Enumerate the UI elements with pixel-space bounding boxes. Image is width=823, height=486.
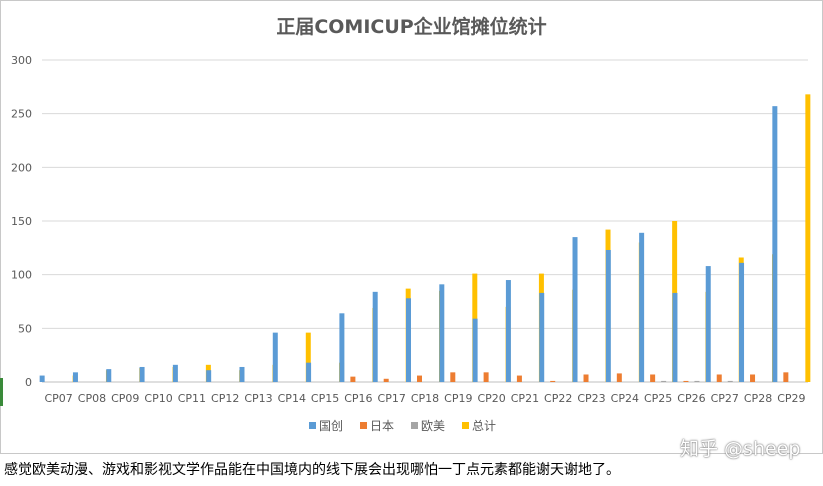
bar-CP20-国创 [472,318,478,382]
x-tick-label: CP09 [111,392,139,405]
bar-CP26-日本 [683,380,689,382]
bar-CP17-日本 [383,378,389,382]
bar-CP21-国创 [505,280,511,382]
bar-CP09-国创 [106,369,112,382]
bar-CP18-日本 [417,375,422,382]
x-tick-label: CP16 [344,392,372,405]
y-tick-label: 150 [11,215,32,228]
bar-CP22-国创 [539,292,545,382]
bar-CP26-国创 [672,292,678,382]
y-tick-label: 100 [11,269,32,282]
y-tick-label: 0 [25,376,32,389]
bar-CP19-国创 [439,284,445,382]
bar-CP24-日本 [616,373,622,382]
x-tick-label: CP24 [611,392,639,405]
bar-CP25-日本 [650,374,656,382]
bar-CP27-日本 [716,374,722,382]
bar-CP14-国创 [272,332,278,382]
legend-swatch-日本 [360,422,367,429]
bar-CP23-日本 [583,374,589,382]
bar-CP28-日本 [750,374,756,382]
x-tick-label: CP28 [744,392,772,405]
x-tick-label: CP19 [444,392,472,405]
bar-CP18-国创 [406,298,411,382]
bar-CP28-国创 [739,262,745,382]
legend-swatch-国创 [309,422,316,429]
x-tick-label: CP12 [211,392,239,405]
bar-CP16-国创 [339,313,345,382]
x-tick-label: CP25 [644,392,672,405]
x-tick-label: CP18 [411,392,439,405]
x-tick-label: CP13 [244,392,272,405]
x-tick-label: CP10 [144,392,172,405]
bar-CP20-日本 [483,372,489,382]
x-tick-label: CP07 [44,392,72,405]
x-tick-label: CP15 [311,392,339,405]
x-tick-label: CP29 [777,392,805,405]
y-tick-label: 50 [18,322,32,335]
chart-title: 正届COMICUP企业馆摊位统计 [276,16,547,38]
watermark: 知乎 @sheep [680,438,801,460]
gridlines [42,59,808,383]
x-tick-label: CP22 [544,392,572,405]
y-tick-label: 200 [11,161,32,174]
y-tick-label: 250 [11,108,32,121]
bar-CP19-日本 [450,372,456,382]
legend-swatch-总计 [462,422,469,429]
x-tick-label: CP23 [577,392,605,405]
bar-CP10-国创 [139,366,145,382]
bar-CP14-总计 [305,332,311,382]
bar-CP29-日本 [783,372,789,382]
legend-label: 总计 [472,419,496,433]
bars [39,94,811,383]
bar-CP08-国创 [72,372,78,382]
bar-CP29-国创 [772,106,778,383]
bar-CP17-国创 [372,291,378,382]
y-tick-labels: 0 50 100 150 200 250 300 [11,54,32,389]
x-tick-label: CP11 [178,392,206,405]
y-tick-label: 300 [11,54,32,67]
chart-frame [0,0,823,454]
x-tick-label: CP26 [677,392,705,405]
bar-CP13-国创 [239,366,245,382]
bar-CP29-总计 [805,94,811,382]
legend-label: 欧美 [421,419,445,433]
bar-CP24-国创 [605,249,611,382]
window-edge-marker [0,378,3,406]
bar-CP22-日本 [550,380,556,382]
legend-label: 日本 [370,419,394,433]
x-tick-label: CP20 [477,392,505,405]
bar-CP25-国创 [639,232,645,382]
bar-CP27-国创 [705,266,711,382]
bar-CP11-国创 [172,364,178,382]
legend-swatch-欧美 [411,422,418,429]
x-tick-label: CP27 [711,392,739,405]
legend-label: 国创 [319,419,343,433]
bar-CP07-国创 [39,375,45,382]
bar-CP27-欧美 [727,380,733,382]
bar-CP15-国创 [306,362,312,382]
x-tick-labels: CP07 CP08 CP09 CP10 CP11 CP12 CP13 CP14 CP15 CP16… [44,392,805,405]
x-tick-label: CP17 [378,392,406,405]
legend: 国创 日本 欧美 总计 [309,419,496,433]
bar-CP21-日本 [516,375,522,382]
bar-CP25-欧美 [661,380,667,382]
x-tick-label: CP08 [78,392,106,405]
bar-CP12-国创 [206,370,212,382]
x-tick-label: CP14 [278,392,306,405]
caption-text: 感觉欧美动漫、游戏和影视文学作品能在中国境内的线下展会出现哪怕一丁点元素都能谢天… [4,462,620,478]
x-tick-label: CP21 [511,392,539,405]
bar-CP23-国创 [572,237,578,382]
bar-CP16-日本 [350,376,356,382]
bar-CP26-欧美 [694,380,700,382]
